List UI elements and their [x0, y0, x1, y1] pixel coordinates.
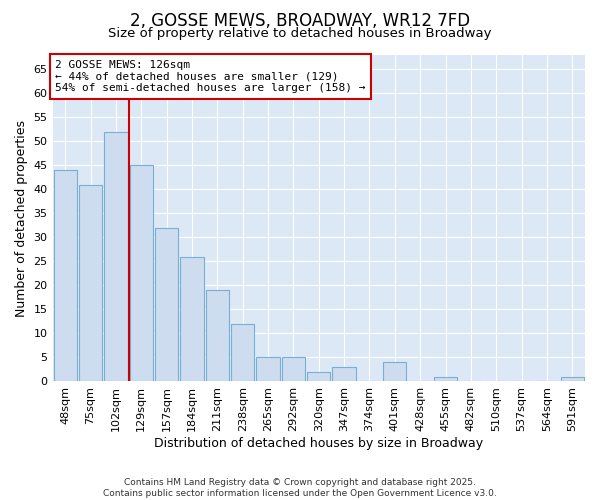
Text: Size of property relative to detached houses in Broadway: Size of property relative to detached ho… [108, 28, 492, 40]
Bar [332, 367, 356, 382]
Text: 2, GOSSE MEWS, BROADWAY, WR12 7FD: 2, GOSSE MEWS, BROADWAY, WR12 7FD [130, 12, 470, 30]
Bar [231, 324, 254, 382]
Bar [53, 170, 77, 382]
Y-axis label: Number of detached properties: Number of detached properties [15, 120, 28, 316]
X-axis label: Distribution of detached houses by size in Broadway: Distribution of detached houses by size … [154, 437, 484, 450]
Bar [155, 228, 178, 382]
Bar [206, 290, 229, 382]
Bar [104, 132, 128, 382]
Bar [181, 256, 203, 382]
Text: Contains HM Land Registry data © Crown copyright and database right 2025.
Contai: Contains HM Land Registry data © Crown c… [103, 478, 497, 498]
Bar [256, 358, 280, 382]
Bar [130, 166, 153, 382]
Bar [560, 376, 584, 382]
Bar [307, 372, 331, 382]
Bar [434, 376, 457, 382]
Bar [79, 184, 102, 382]
Text: 2 GOSSE MEWS: 126sqm
← 44% of detached houses are smaller (129)
54% of semi-deta: 2 GOSSE MEWS: 126sqm ← 44% of detached h… [55, 60, 366, 93]
Bar [383, 362, 406, 382]
Bar [282, 358, 305, 382]
